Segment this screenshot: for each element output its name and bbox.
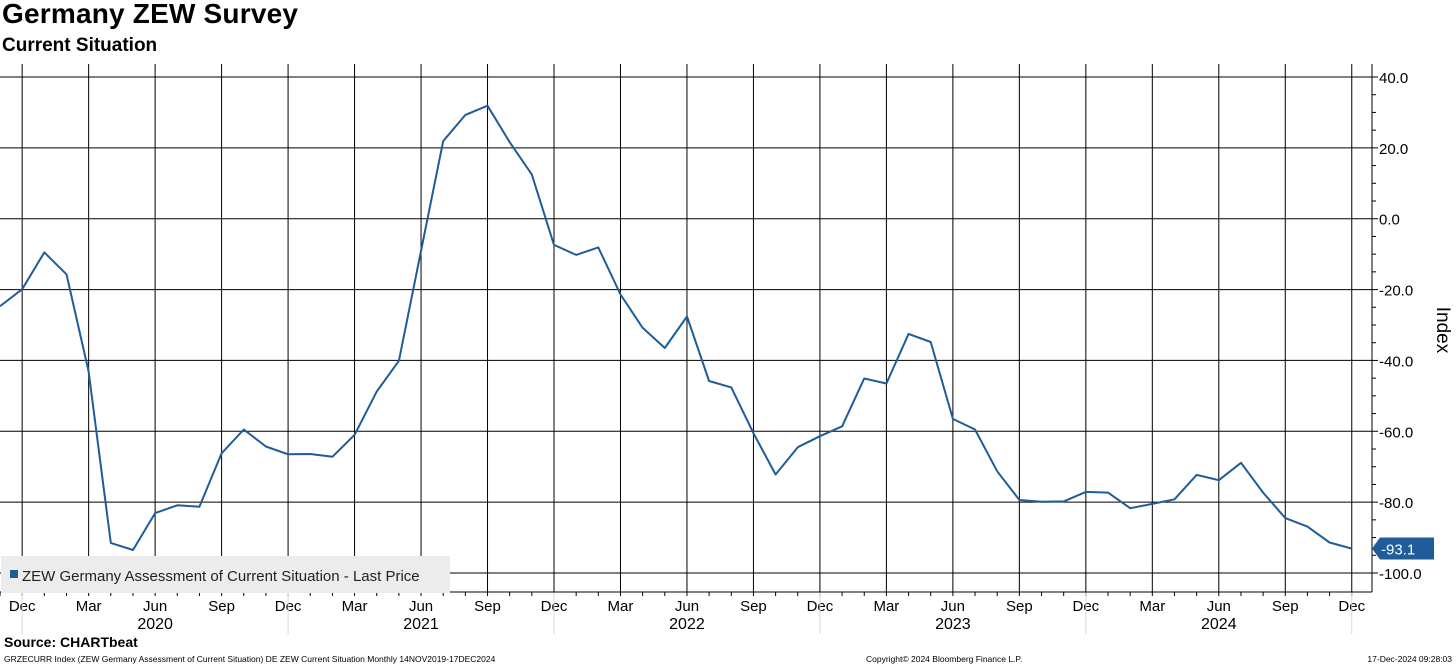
legend: ZEW Germany Assessment of Current Situat…: [1, 556, 450, 593]
y-tick-label: -20.0: [1379, 283, 1413, 300]
series-line: [0, 104, 1353, 551]
y-tick-label: -60.0: [1379, 424, 1413, 441]
chart-subtitle: Current Situation: [2, 35, 158, 56]
source-note: Source: CHARTbeat: [4, 634, 138, 650]
x-tick-label: Mar: [1139, 598, 1165, 615]
ticker-description: GRZECURR Index (ZEW Germany Assessment o…: [4, 654, 496, 664]
x-tick-label: Mar: [873, 598, 899, 615]
x-year-label: 2020: [137, 616, 173, 633]
copyright-note: Copyright© 2024 Bloomberg Finance L.P.: [866, 654, 1023, 664]
y-tick-label: 0.0: [1379, 212, 1400, 229]
x-tick-label: Jun: [409, 598, 433, 615]
grid-layer: [0, 64, 1372, 592]
y-axis-title: Index: [1432, 307, 1453, 354]
x-year-label: 2021: [403, 616, 439, 633]
last-value-tag-group: -93.1: [1372, 537, 1434, 560]
y-tick-label: -80.0: [1379, 495, 1413, 512]
x-tick-label: Jun: [675, 598, 699, 615]
x-tick-label: Mar: [76, 598, 102, 615]
x-tick-label: Sep: [1272, 598, 1299, 615]
timestamp: 17-Dec-2024 09:28:03: [1367, 654, 1452, 664]
legend-background: [1, 556, 450, 593]
y-tick-label: 40.0: [1379, 70, 1408, 87]
x-tick-label: Sep: [740, 598, 767, 615]
last-value-tag: [1372, 537, 1434, 560]
y-tick-label: 20.0: [1379, 141, 1408, 158]
y-tick-label: -100.0: [1379, 566, 1422, 583]
x-tick-label: Sep: [208, 598, 235, 615]
series-layer: [0, 104, 1353, 551]
axis-layer: 40.020.00.0-20.0-40.0-60.0-80.0-100.0Dec…: [0, 64, 1422, 634]
x-year-label: 2022: [669, 616, 705, 633]
x-year-label: 2023: [935, 616, 971, 633]
legend-swatch: [10, 570, 18, 578]
x-tick-label: Mar: [608, 598, 634, 615]
y-tick-label: -40.0: [1379, 353, 1413, 370]
x-tick-label: Jun: [143, 598, 167, 615]
last-value-label: -93.1: [1381, 542, 1415, 559]
x-tick-label: Jun: [1207, 598, 1231, 615]
x-year-label: 2024: [1201, 616, 1237, 633]
x-tick-label: Jun: [941, 598, 965, 615]
x-tick-label: Sep: [474, 598, 501, 615]
x-tick-label: Sep: [1006, 598, 1033, 615]
chart-title: Germany ZEW Survey: [2, 0, 299, 29]
legend-series-label: ZEW Germany Assessment of Current Situat…: [22, 568, 420, 585]
x-tick-label: Mar: [342, 598, 368, 615]
line-chart: 40.020.00.0-20.0-40.0-60.0-80.0-100.0Dec…: [0, 64, 1453, 634]
